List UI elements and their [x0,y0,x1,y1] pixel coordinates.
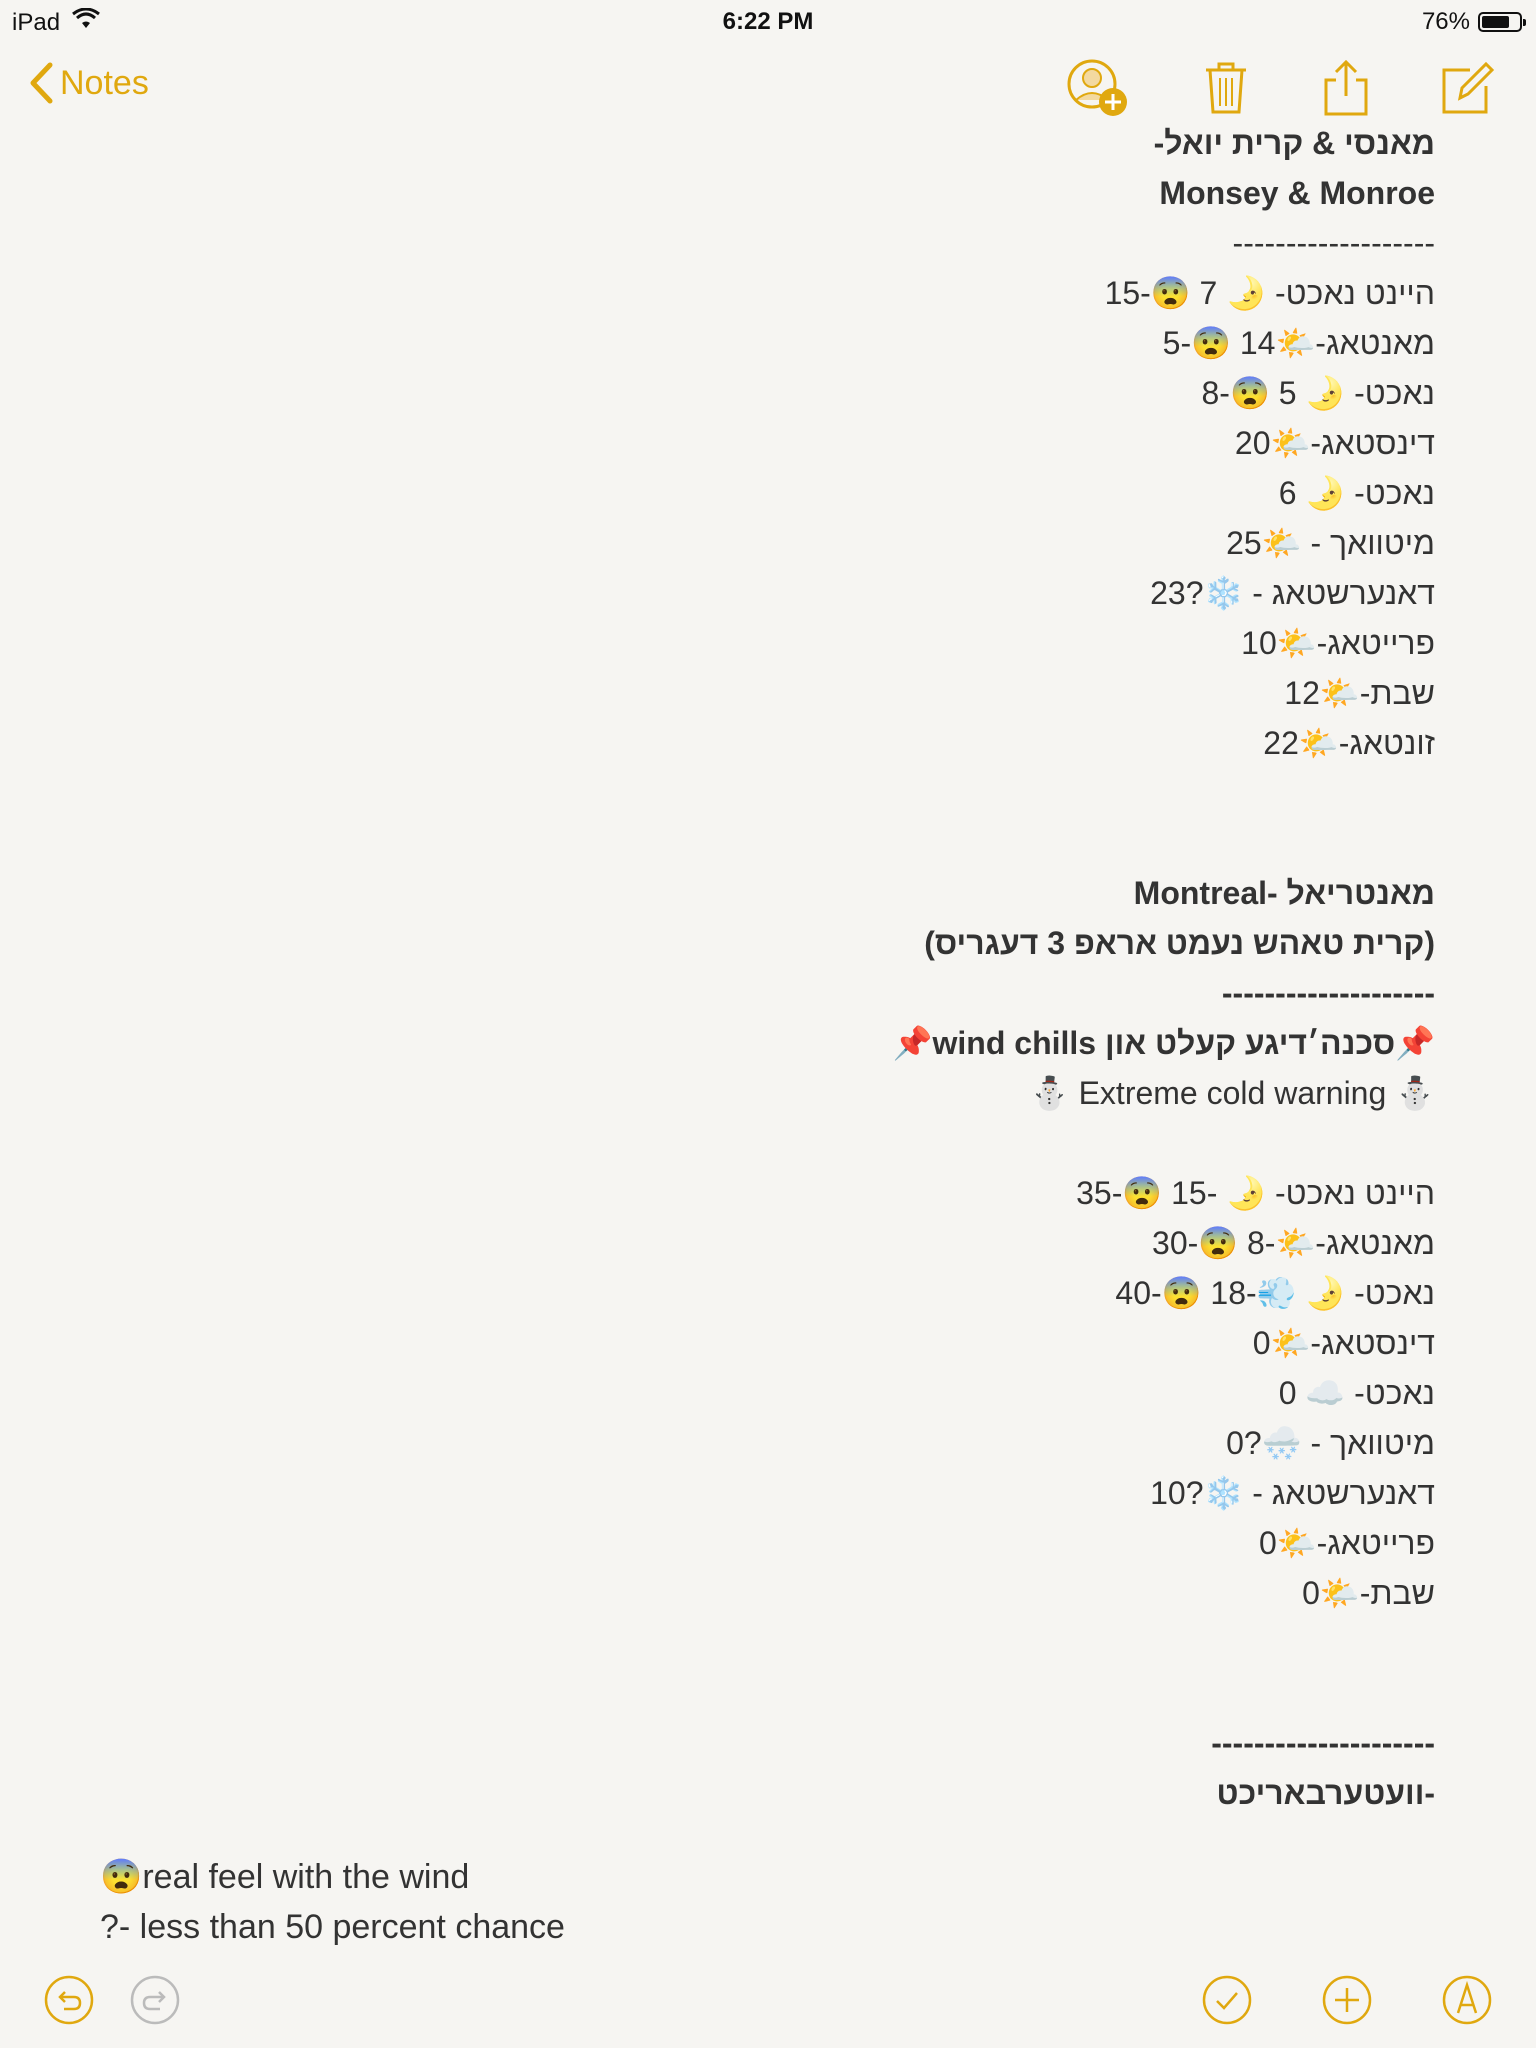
note-line: נאכט- 🌛 💨-18 😨-40 [1115,1275,1435,1311]
note-line: נאכט- ☁️ 0 [1278,1375,1435,1411]
legend-chance: ?- less than 50 percent chance [100,1908,565,1946]
back-button[interactable]: Notes [28,62,149,104]
add-icon[interactable] [1322,1975,1372,2025]
note-body[interactable]: מאנסי & קרית יואל- Monsey & Monroe -------… [435,118,1435,1818]
note-line: נאכט- 🌛 5 😨-8 [1201,375,1436,411]
note-line: (קרית טאהש נעמט אראפ 3 דעגריס) [924,925,1435,961]
back-label: Notes [60,63,149,102]
note-line: פרייטאג-🌤️0 [1258,1525,1435,1561]
note-line: היינט נאכט- 🌛 -15 😨-35 [1076,1175,1435,1211]
trash-icon[interactable] [1196,58,1256,118]
note-blank-line [435,1618,1435,1668]
wifi-icon [72,7,100,37]
note-blank-line [435,1668,1435,1718]
note-line: --------------------- [1211,1725,1435,1761]
battery-fill [1482,16,1510,28]
note-line: שבת-🌤️12 [1284,675,1435,711]
note-line: דאנערשטאג - ❄️?10 [1150,1475,1435,1511]
note-line: מאנטאג-🌤️14 😨-5 [1162,325,1435,361]
note-line: ⛄ Extreme cold warning ⛄ [1029,1075,1435,1111]
note-line: נאכט- 🌛 6 [1278,475,1435,511]
note-blank-line [435,1118,1435,1168]
status-right: 76% [1421,8,1526,36]
note-line: דאנערשטאג - ❄️?23 [1150,575,1435,611]
note-line: Monsey & Monroe [1159,175,1435,211]
compose-icon[interactable] [1436,58,1496,118]
battery-percent: 76% [1421,8,1470,35]
note-line: מאנטאג-🌤️-8 😨-30 [1152,1225,1435,1261]
note-line: -------------------- [1221,975,1435,1011]
clock: 6:22 PM [722,8,814,35]
status-bar: iPad 6:22 PM 76% [0,0,1536,40]
note-line: מיטוואך - 🌨️?0 [1226,1425,1435,1461]
note-line: זונטאג-🌤️22 [1263,725,1435,761]
device-name: iPad [12,8,61,36]
note-line: מאנסי & קרית יואל- [1153,125,1435,161]
note-blank-line [435,818,1435,868]
battery-icon [1478,12,1526,32]
note-blank-line [435,768,1435,818]
note-line: -וועטערבאריכט [1216,1775,1435,1811]
note-line: פרייטאג-🌤️10 [1241,625,1435,661]
note-line: ------------------- [1232,225,1435,261]
add-person-icon[interactable] [1066,58,1127,118]
legend-real-feel: 😨real feel with the wind [100,1858,470,1896]
note-line: מיטוואך - 🌤️25 [1226,525,1435,561]
bottom-toolbar [0,1975,1536,2035]
note-legend: 😨real feel with the wind ?- less than 50… [100,1852,565,1952]
status-left: iPad [12,7,100,37]
redo-icon[interactable] [130,1975,180,2025]
note-line: דינסטאג-🌤️0 [1252,1325,1435,1361]
note-line: שבת-🌤️0 [1302,1575,1435,1611]
note-line: מאנטריאל -Montreal [1133,875,1435,911]
note-line: היינט נאכט- 🌛 7 😨-15 [1104,275,1435,311]
note-line: דינסטאג-🌤️20 [1234,425,1435,461]
markup-icon[interactable] [1442,1975,1492,2025]
checklist-icon[interactable] [1202,1975,1252,2025]
share-icon[interactable] [1316,58,1376,118]
navigation-bar: Notes [0,50,1536,120]
chevron-left-icon [30,62,53,104]
note-line: 📌סכנה׳דיגע קעלט און wind chills📌 [892,1025,1435,1061]
undo-icon[interactable] [44,1975,94,2025]
